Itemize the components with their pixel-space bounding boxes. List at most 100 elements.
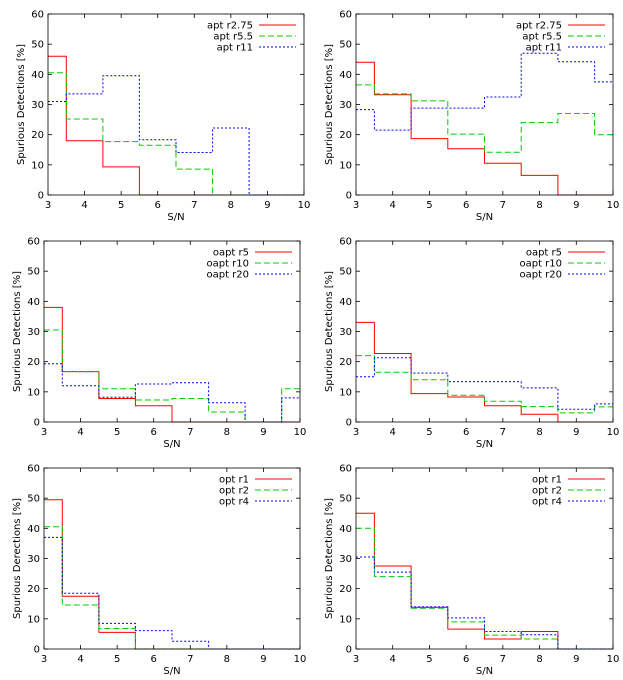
y-tick-label: 0: [34, 418, 40, 429]
x-tick-label: 8: [228, 200, 234, 211]
x-tick-label: 5: [426, 654, 432, 665]
y-tick-label: 30: [339, 327, 352, 338]
y-tick-label: 20: [339, 130, 352, 141]
x-tick-label: 8: [536, 427, 542, 438]
series-line-3: [48, 75, 304, 196]
y-tick-label: 0: [346, 645, 352, 656]
series-line-2: [44, 329, 300, 423]
x-tick-label: 7: [187, 654, 193, 665]
x-tick-label: 6: [463, 654, 469, 665]
y-tick-label: 50: [27, 267, 40, 278]
x-axis-label: S/N: [476, 439, 493, 450]
x-tick-label: 6: [463, 200, 469, 211]
y-tick-label: 20: [339, 357, 352, 368]
x-tick-label: 5: [118, 200, 124, 211]
x-tick-label: 3: [353, 427, 359, 438]
y-tick-label: 10: [31, 160, 44, 171]
x-tick-label: 6: [151, 654, 157, 665]
y-tick-label: 20: [27, 584, 40, 595]
chart-panel-6: 3 4 5 6 7 8 9 10 0 10 20 30 40 50 60 S/N Spurious Detect…: [324, 464, 619, 678]
x-tick-label: 7: [500, 654, 506, 665]
x-tick-label: 4: [390, 200, 396, 211]
legend-label: oapt r20: [519, 270, 562, 281]
legend-label: opt r1: [532, 475, 562, 486]
y-tick-label: 30: [27, 327, 40, 338]
x-tick-label: 7: [191, 200, 197, 211]
series-line-1: [356, 321, 613, 423]
x-axis-label: S/N: [163, 666, 180, 677]
y-axis-label: Spurious Detections [%]: [324, 498, 335, 619]
x-axis-label: S/N: [476, 666, 493, 677]
x-tick-label: 9: [264, 200, 270, 211]
x-tick-label: 4: [81, 200, 87, 211]
x-tick-label: 4: [390, 427, 396, 438]
x-tick-label: 4: [77, 654, 83, 665]
y-axis-label: Spurious Detections [%]: [324, 44, 335, 165]
x-tick-label: 9: [260, 427, 266, 438]
x-tick-label: 10: [294, 427, 307, 438]
plot-frame: [43, 467, 301, 650]
y-tick-label: 60: [27, 464, 40, 475]
legend-label: apt r2.75: [516, 21, 562, 32]
plot-frame: [355, 13, 614, 196]
y-tick-label: 50: [339, 267, 352, 278]
series-line-3: [356, 556, 613, 650]
x-tick-label: 10: [298, 200, 311, 211]
series-line-2: [356, 84, 613, 153]
series-line-3: [356, 52, 613, 131]
legend-label: oapt r20: [206, 270, 249, 281]
legend-label: opt r2: [532, 486, 562, 497]
x-tick-label: 7: [500, 427, 506, 438]
x-tick-label: 5: [114, 654, 120, 665]
y-tick-label: 60: [31, 10, 44, 21]
y-tick-label: 40: [339, 70, 352, 81]
legend-label: apt r5.5: [522, 32, 562, 43]
y-tick-label: 40: [339, 524, 352, 535]
y-tick-label: 0: [346, 191, 352, 202]
x-tick-label: 9: [573, 654, 579, 665]
x-tick-label: 9: [573, 200, 579, 211]
series-line-2: [48, 72, 304, 196]
y-tick-label: 0: [34, 645, 40, 656]
x-tick-label: 10: [607, 654, 620, 665]
y-tick-label: 30: [339, 100, 352, 111]
legend-label: apt r5.5: [213, 32, 253, 43]
y-tick-label: 50: [339, 494, 352, 505]
legend-label: oapt r10: [206, 259, 249, 270]
y-tick-label: 0: [38, 191, 44, 202]
legend-label: apt r11: [526, 43, 562, 54]
x-tick-label: 10: [607, 200, 620, 211]
x-tick-label: 5: [426, 200, 432, 211]
y-axis-label: Spurious Detections [%]: [324, 271, 335, 392]
y-axis-label: Spurious Derections [%]: [12, 498, 23, 619]
y-axis-label: Spurious Detections [%]: [12, 271, 23, 392]
legend-label: opt r1: [219, 475, 249, 486]
x-tick-label: 3: [353, 654, 359, 665]
legend-label: opt r4: [219, 497, 249, 508]
x-tick-label: 7: [500, 200, 506, 211]
chart-panel-5: 3 4 5 6 7 8 9 10 0 10 20 30 40 50 60 S/N Spurious Derect…: [12, 464, 306, 678]
legend-label: oapt r5: [526, 248, 562, 259]
x-axis-label: S/N: [167, 212, 184, 223]
y-tick-label: 30: [31, 100, 44, 111]
legend-label: opt r2: [219, 486, 249, 497]
y-tick-label: 10: [339, 387, 352, 398]
x-tick-label: 10: [294, 654, 307, 665]
legend-label: apt r2.75: [207, 21, 253, 32]
series-line-1: [356, 61, 613, 196]
y-tick-label: 0: [346, 418, 352, 429]
series-line-1: [48, 55, 304, 196]
y-tick-label: 20: [27, 357, 40, 368]
y-tick-label: 10: [27, 387, 40, 398]
y-tick-label: 60: [339, 464, 352, 475]
y-tick-label: 60: [339, 237, 352, 248]
x-tick-label: 4: [390, 654, 396, 665]
x-tick-label: 6: [463, 427, 469, 438]
x-tick-label: 5: [114, 427, 120, 438]
legend-label: apt r11: [217, 43, 253, 54]
plot-frame: [47, 13, 305, 196]
x-tick-label: 3: [353, 200, 359, 211]
y-tick-label: 50: [27, 494, 40, 505]
y-tick-label: 60: [339, 10, 352, 21]
